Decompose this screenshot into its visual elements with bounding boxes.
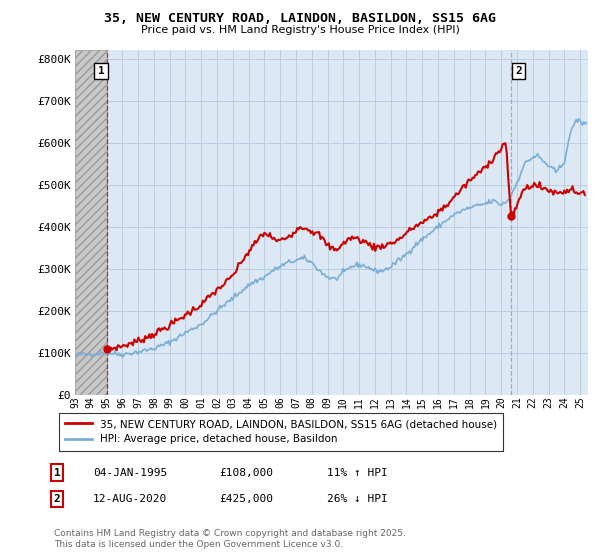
Text: 2: 2 [515, 66, 522, 76]
Text: 11% ↑ HPI: 11% ↑ HPI [327, 468, 388, 478]
Text: 12-AUG-2020: 12-AUG-2020 [93, 494, 167, 504]
Text: 1: 1 [53, 468, 61, 478]
Text: Price paid vs. HM Land Registry's House Price Index (HPI): Price paid vs. HM Land Registry's House … [140, 25, 460, 35]
Text: 2: 2 [53, 494, 61, 504]
Text: 35, NEW CENTURY ROAD, LAINDON, BASILDON, SS15 6AG: 35, NEW CENTURY ROAD, LAINDON, BASILDON,… [104, 12, 496, 25]
Text: 04-JAN-1995: 04-JAN-1995 [93, 468, 167, 478]
Text: £108,000: £108,000 [219, 468, 273, 478]
Text: 1: 1 [98, 66, 104, 76]
Text: 26% ↓ HPI: 26% ↓ HPI [327, 494, 388, 504]
Bar [75, 50, 107, 395]
Legend: 35, NEW CENTURY ROAD, LAINDON, BASILDON, SS15 6AG (detached house), HPI: Average: 35, NEW CENTURY ROAD, LAINDON, BASILDON,… [59, 413, 503, 451]
Text: Contains HM Land Registry data © Crown copyright and database right 2025.
This d: Contains HM Land Registry data © Crown c… [54, 529, 406, 549]
Text: £425,000: £425,000 [219, 494, 273, 504]
